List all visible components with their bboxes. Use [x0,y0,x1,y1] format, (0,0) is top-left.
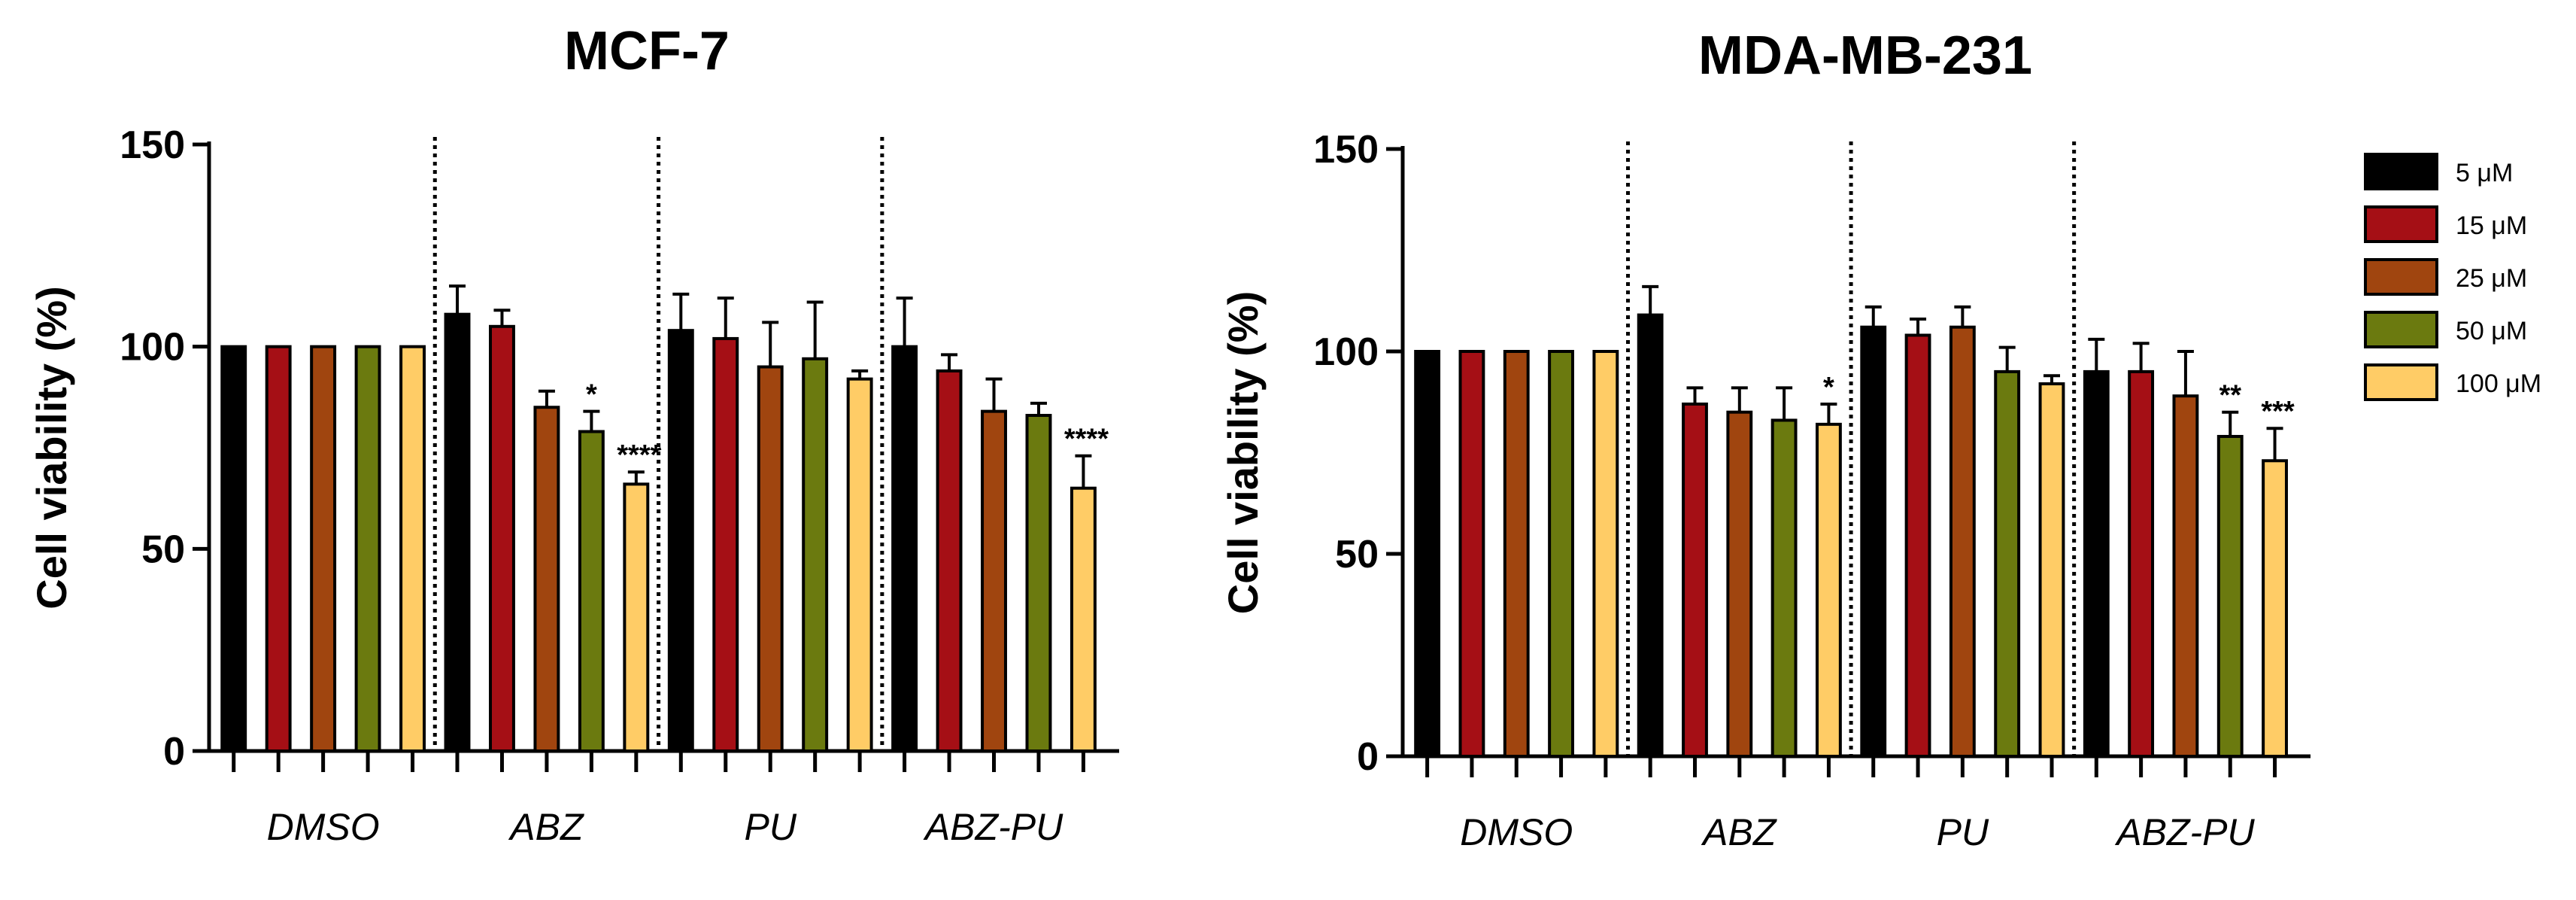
bar [802,357,829,753]
bar [1904,333,1931,759]
bar [1726,410,1753,758]
category-label: PU [1937,811,1989,853]
bar [2172,394,2199,758]
category-label: ABZ [1701,811,1777,853]
bar [2083,369,2110,758]
bar [1503,350,1530,758]
bar [667,329,694,753]
chart-mda-mb-231: MDA-MB-231 Cell viability (%) 0 50 100 150 DMS… [1219,26,2311,853]
y-tick-label: 0 [1357,735,1379,779]
y-tick-label: 100 [1313,330,1379,374]
y-tick-label: 150 [120,123,185,167]
bar [1860,325,1887,759]
bar [533,406,560,753]
bar [1458,350,1485,758]
bar [265,345,292,753]
bar [891,345,918,753]
bar [2262,459,2288,758]
category-label: ABZ [508,806,584,848]
legend: 5 μM 15 μM 25 μM 50 μM 100 μM [2364,153,2541,401]
bar [936,369,963,753]
bar [1682,402,1708,758]
bar [1816,422,1842,759]
category-label: DMSO [1460,811,1573,853]
legend-label: 25 μM [2456,264,2527,293]
significance-label: **** [617,439,661,471]
legend-swatch [2364,311,2438,348]
bar [846,377,873,753]
legend-label: 100 μM [2456,369,2541,398]
legend-swatch [2364,363,2438,401]
bar [981,409,1007,753]
bar [220,345,247,753]
y-tick-label: 50 [1335,533,1379,576]
bar [310,345,337,753]
bar [1548,350,1574,758]
significance-label: ** [2219,380,2241,412]
significance-label: * [1823,372,1834,403]
bar [2216,434,2244,758]
legend-swatch [2364,205,2438,243]
category-label: ABZ-PU [923,806,1063,848]
significance-label: **** [1064,424,1109,455]
y-tick-label: 50 [141,528,185,571]
chart-title: MDA-MB-231 [1698,26,2032,86]
bar [354,345,381,753]
significance-label: * [586,379,597,411]
bar [712,336,739,753]
bar [1414,350,1441,758]
y-axis-label: Cell viability (%) [1219,291,1267,614]
bar [1994,369,2021,758]
legend-label: 5 μM [2456,159,2513,187]
y-tick-label: 150 [1313,128,1379,172]
bar [1770,418,1798,759]
bar [2128,369,2155,758]
bar [1637,313,1664,758]
category-label: DMSO [267,806,380,848]
chart-title: MCF-7 [564,21,730,81]
legend-swatch [2364,153,2438,190]
bar [757,365,784,753]
y-tick-label: 0 [163,730,185,774]
category-label: ABZ-PU [2114,811,2255,853]
bar [1949,325,1976,759]
bar [2038,382,2065,758]
bar [578,430,605,753]
category-label: PU [744,806,796,848]
legend-label: 15 μM [2456,211,2527,240]
bar [399,345,426,753]
bar [1070,486,1097,753]
bar [444,312,471,753]
y-tick-label: 100 [120,326,185,369]
legend-swatch [2364,258,2438,296]
bar [489,324,515,753]
bar [1592,350,1619,758]
significance-label: *** [2261,396,2295,427]
bar [1025,414,1052,753]
y-axis-label: Cell viability (%) [28,286,75,609]
legend-label: 50 μM [2456,317,2527,345]
bar [623,482,650,753]
